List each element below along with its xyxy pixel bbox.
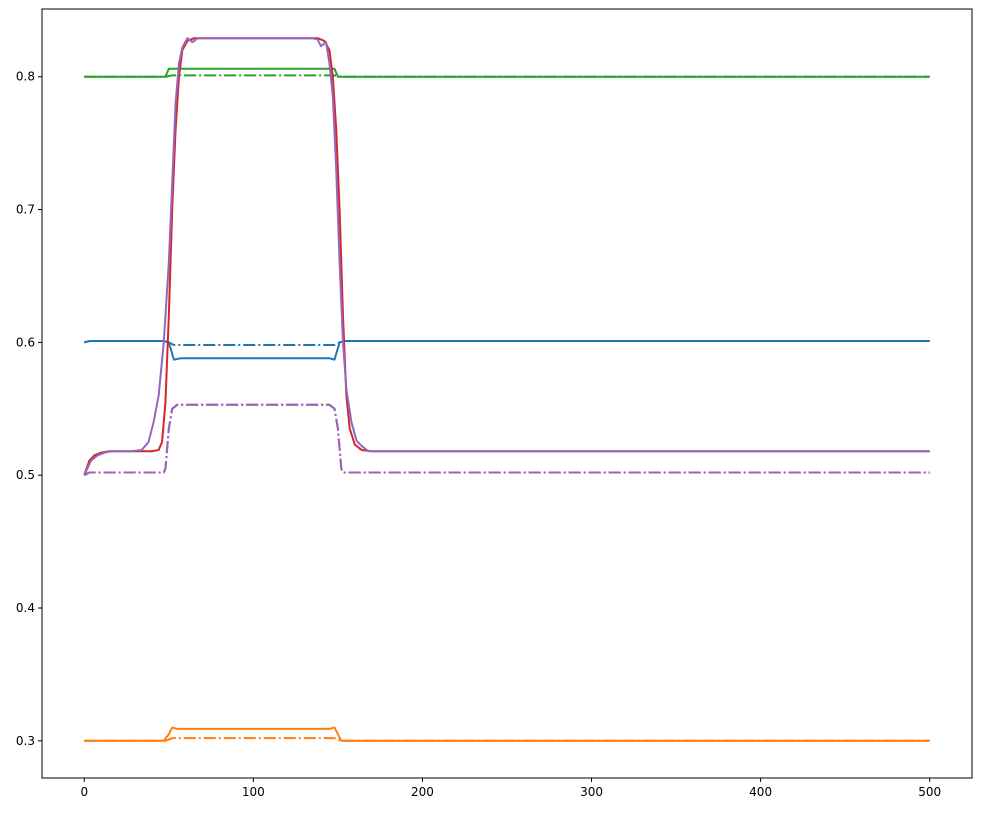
x-tick-label: 300 — [580, 785, 603, 799]
y-tick-label: 0.5 — [16, 468, 35, 482]
series-line-10 — [83, 403, 930, 477]
y-tick-label: 0.7 — [16, 203, 35, 217]
x-tick-label: 500 — [918, 785, 941, 799]
x-tick-label: 0 — [80, 785, 88, 799]
x-tick-label: 100 — [242, 785, 265, 799]
series-line-4 — [84, 737, 930, 742]
y-tick-label: 0.4 — [16, 601, 35, 615]
plot-area — [42, 9, 972, 778]
series-line-6 — [84, 74, 930, 78]
x-tick-label: 200 — [411, 785, 434, 799]
series-line-1 — [84, 340, 930, 361]
axes-frame — [41, 8, 973, 779]
y-tick-label: 0.6 — [16, 335, 35, 349]
y-tick-label: 0.8 — [16, 70, 35, 84]
series-line-3 — [84, 726, 930, 742]
y-tick-label: 0.3 — [16, 734, 35, 748]
x-tick-label: 400 — [749, 785, 772, 799]
axes-layer: 0 100 200 300 400 500 0.3 0.4 0.5 0.6 0.7 0.8 — [16, 8, 973, 799]
series-line-9 — [83, 37, 930, 476]
series-layer — [83, 37, 930, 742]
